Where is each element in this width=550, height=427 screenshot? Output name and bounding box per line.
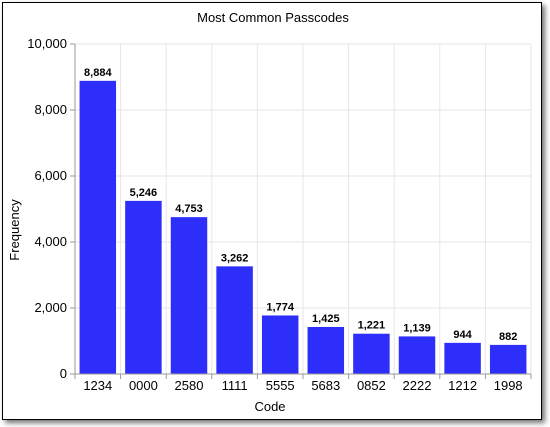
data-labels: 8,884 5,246 4,753 3,262 1,774 1,425 1,221 1,139… [84,67,517,343]
bar-1234 [79,80,117,374]
y-tick-label: 2,000 [34,300,67,315]
y-axis-title: Frequency [7,199,22,261]
data-label-1111: 3,262 [221,252,249,264]
x-tick-label-5683: 5683 [311,378,340,393]
y-tick-label: 0 [60,366,67,381]
y-tick-label: 10,000 [27,36,67,51]
x-axis-ticks: 1234 0000 2580 1111 5555 5683 0852 2222 1212 1998 [74,373,532,393]
x-tick-label-1234: 1234 [83,378,112,393]
bar-5683 [307,326,345,374]
x-tick-label-5555: 5555 [266,378,295,393]
y-tick-label: 4,000 [34,234,67,249]
x-tick-label-1998: 1998 [494,378,523,393]
bar-1111 [216,266,253,374]
data-label-1212: 944 [453,329,472,341]
x-axis-title: Code [254,399,285,414]
data-label-0000: 5,246 [130,187,158,199]
data-label-1998: 882 [499,331,517,343]
data-label-5555: 1,774 [266,301,294,313]
x-tick-label-1111: 1111 [222,378,248,393]
bar-2580 [170,217,208,374]
bar-2222 [398,336,436,374]
y-axis-ticks: 0 2,000 4,000 6,000 8,000 10,000 [27,36,76,381]
bars [79,80,527,374]
bar-1212 [444,342,481,374]
data-label-2222: 1,139 [403,322,431,334]
y-tick-label: 6,000 [34,168,67,183]
bar-1998 [489,344,527,374]
data-label-2580: 4,753 [175,203,203,215]
data-label-1234: 8,884 [84,67,112,79]
data-label-0852: 1,221 [358,320,386,332]
data-label-5683: 1,425 [312,313,340,325]
x-tick-label-2222: 2222 [403,378,432,393]
x-tick-label-0000: 0000 [129,378,158,393]
x-tick-label-1212: 1212 [448,378,477,393]
chart-title: Most Common Passcodes [197,10,349,25]
y-tick-label: 8,000 [34,102,67,117]
bar-0000 [125,200,162,374]
x-tick-label-2580: 2580 [175,378,204,393]
bar-5555 [261,315,299,374]
x-tick-label-0852: 0852 [357,378,386,393]
bar-0852 [353,333,390,374]
